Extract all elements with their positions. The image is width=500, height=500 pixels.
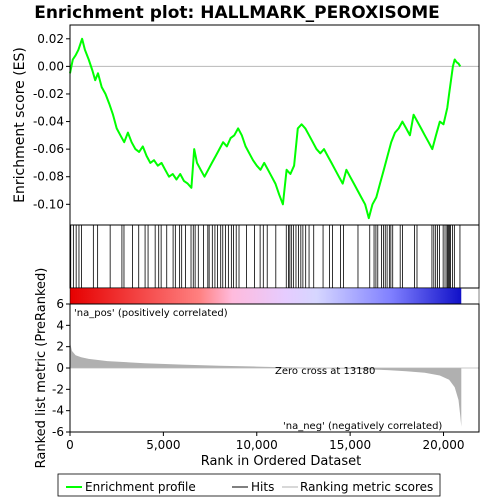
x-tick-label: 5,000 [146,438,180,452]
zero-cross-label: Zero cross at 13180 [275,366,375,377]
es-ytick-label: 0.02 [37,32,64,46]
legend-rank-label: Ranking metric scores [300,480,433,494]
x-tick-label: 20,000 [423,438,465,452]
ranking-panel: 6 4 2 0 -2 -4 -6 'na_pos' (positively correlat… [34,268,480,469]
ranking-ytick-label: -6 [52,425,64,439]
ranking-ytick-label: -2 [52,382,64,396]
x-axis-label: Rank in Ordered Dataset [201,454,362,469]
ranking-ytick-label: 4 [56,318,64,332]
ranking-ylabel: Ranked list metric (PreRanked) [34,268,49,469]
legend: Enrichment profile Hits Ranking metric s… [57,473,441,497]
es-curve [69,37,462,220]
ranking-ytick-label: 2 [56,340,64,354]
es-ytick-label: -0.06 [33,142,64,156]
es-ytick-label: -0.02 [33,87,64,101]
legend-frame [57,473,441,497]
ranking-ytick-label: -4 [52,404,64,418]
neg-correlated-label: 'na_neg' (negatively correlated) [283,421,442,432]
es-ytick-label: -0.04 [33,115,64,129]
chart-title: Enrichment plot: HALLMARK_PEROXISOME [34,3,440,23]
es-ytick-label: -0.08 [33,170,64,184]
x-tick-label: 10,000 [236,438,278,452]
hit-lines [70,225,461,288]
legend-es-label: Enrichment profile [85,480,196,494]
legend-hits-label: Hits [251,480,274,494]
rank-color-bar [69,287,480,305]
es-ytick-label: -0.10 [33,197,64,211]
x-tick-label: 15,000 [329,438,371,452]
es-panel-background [70,25,479,225]
es-panel: 0.02 0.00 -0.02 -0.04 -0.06 -0.08 -0.10 Enrich… [12,24,480,226]
hits-panel-frame [69,224,480,289]
es-ticks: 0.02 0.00 -0.02 -0.04 -0.06 -0.08 -0.10 [33,32,70,211]
rank-gradient [70,288,462,304]
pos-correlated-label: 'na_pos' (positively correlated) [74,308,228,319]
es-ytick-label: 0.00 [37,59,64,73]
ranking-ytick-label: 6 [56,297,64,311]
x-axis-ticks: 0 5,000 10,000 15,000 20,000 [66,432,465,452]
ranking-ticks: 6 4 2 0 -2 -4 -6 [52,297,70,439]
x-tick-label: 0 [66,438,74,452]
ranking-ytick-label: 0 [56,361,64,375]
es-ylabel: Enrichment score (ES) [12,47,28,203]
hits-panel [69,224,480,289]
